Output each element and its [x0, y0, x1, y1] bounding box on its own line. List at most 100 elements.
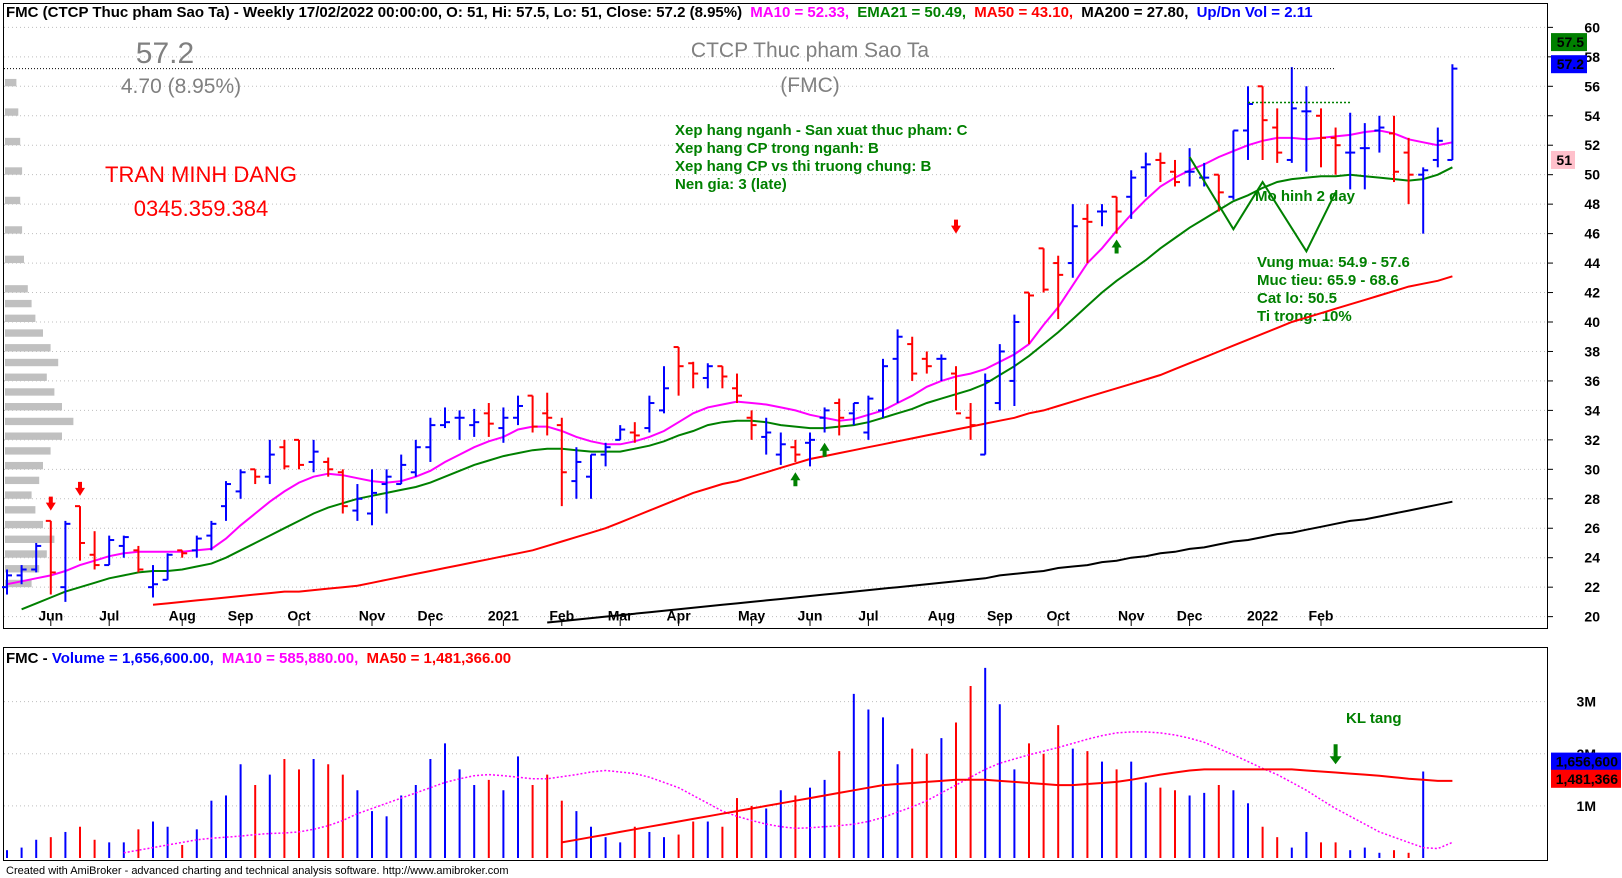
ohlc-bar-67 [980, 373, 991, 456]
ohlc-bar-84 [1228, 129, 1239, 200]
badge-vol-ma50-label: 1,481,366 [1556, 771, 1618, 787]
ranking-line-2: Xep hang CP trong nganh: B [675, 140, 879, 157]
profile-bin-8 [5, 461, 43, 470]
ohlc-bar-36 [527, 394, 538, 433]
vol-tick-3M: 3M [1577, 694, 1596, 710]
profile-bin-25 [5, 137, 21, 146]
y-tick-26: 26 [1584, 520, 1600, 536]
price-gridlines [4, 26, 1547, 626]
profile-bin-13 [5, 388, 55, 396]
ohlc-bar-50 [732, 373, 742, 404]
ohlc-bar-70 [1024, 291, 1034, 345]
badge-vol-current-label: 1,656,600 [1556, 754, 1618, 770]
ohlc-bar-40 [586, 453, 596, 499]
ranking-line-3: Xep hang CP vs thi truong chung: B [675, 158, 932, 175]
y-tick-40: 40 [1584, 314, 1600, 330]
ohlc-bar-22 [323, 457, 334, 477]
ohlc-bar-9 [133, 545, 144, 573]
ohlc-bar-11 [162, 553, 173, 581]
time-axis: Jun Jul Aug Sep Oct Nov Dec 2021 Feb Mar Apr May Jun… [38, 607, 1333, 623]
month-label-11: May [738, 607, 765, 623]
badge-vol-current-bg [1551, 752, 1621, 771]
volume-gridlines [4, 701, 1547, 807]
vol-tick-1M: 1M [1577, 798, 1596, 814]
ohlc-bar-79 [1155, 152, 1166, 183]
ohlc-bar-58 [848, 402, 859, 426]
ohlc-bar-57 [834, 398, 845, 436]
ohlc-bar-19 [279, 439, 290, 470]
header-ma50: MA50 = 43.10, [974, 4, 1073, 21]
ohlc-bar-95 [1389, 115, 1399, 183]
ohlc-bar-51 [746, 410, 757, 440]
footer-credit: Created with AmiBroker - advanced charti… [6, 865, 509, 877]
ohlc-bar-27 [396, 454, 407, 486]
ohlc-bar-8 [118, 535, 129, 558]
volume-bars [6, 667, 1425, 858]
ma10-line [6, 129, 1453, 586]
y-tick-34: 34 [1584, 402, 1600, 418]
ohlc-bar-96 [1403, 137, 1414, 205]
sell-arrow-2 [75, 481, 85, 496]
month-label-9: Mar [608, 607, 633, 623]
y-tick-54: 54 [1584, 108, 1600, 124]
ohlc-bar-4 [60, 520, 71, 602]
ohlc-bar-56 [819, 407, 830, 433]
header-updn: Up/Dn Vol = 2.11 [1197, 4, 1313, 21]
price-header-ohlc: FMC (CTCP Thuc pham Sao Ta) - Weekly 17/… [6, 4, 742, 21]
ema21-line [21, 166, 1453, 611]
profile-bin-23 [5, 196, 21, 205]
ohlc-bar-20 [294, 438, 304, 470]
profile-bin-6 [5, 491, 32, 499]
ohlc-bar-98 [1432, 127, 1443, 168]
ohlc-bar-23 [337, 469, 348, 514]
ohlc-bar-41 [600, 442, 611, 467]
y-tick-22: 22 [1584, 579, 1600, 595]
ticker-label: (FMC) [780, 74, 839, 97]
price-panel-frame [3, 3, 1548, 629]
profile-bin-27 [5, 78, 17, 87]
ohlc-bar-92 [1345, 112, 1356, 190]
ohlc-bar-88 [1286, 67, 1297, 163]
month-label-16: Oct [1047, 607, 1071, 623]
volume-header: FMC - Volume = 1,656,600.00, MA10 = 585,… [6, 650, 511, 667]
header-ema21: EMA21 = 50.49, [857, 4, 966, 21]
ohlc-bar-97 [1418, 167, 1429, 234]
badge-price-open-label: 51 [1556, 152, 1572, 168]
y-tick-60: 60 [1584, 19, 1600, 35]
month-label-13: Jul [858, 607, 878, 623]
author-name: TRAN MINH DANG [105, 162, 297, 187]
ohlc-bar-6 [89, 531, 100, 570]
month-label-18: Dec [1177, 607, 1203, 623]
ohlc-bar-29 [425, 417, 436, 462]
month-label-2: Aug [169, 607, 196, 623]
ohlc-bar-5 [75, 505, 85, 561]
badge-vol-current: 1,656,600 [1551, 752, 1621, 771]
y-tick-42: 42 [1584, 285, 1600, 301]
buy-arrow-3 [1111, 239, 1122, 254]
ohlc-bar-49 [717, 365, 728, 389]
ohlc-bar-30 [440, 407, 450, 429]
ohlc-bar-35 [513, 395, 523, 426]
sell-arrow-1 [45, 496, 56, 511]
volume-arrow [1329, 744, 1342, 765]
ohlc-bar-32 [469, 408, 480, 437]
ohlc-bar-47 [688, 361, 699, 389]
ohlc-bar-94 [1374, 115, 1385, 153]
volume-panel-frame [3, 647, 1548, 861]
ohlc-bar-74 [1082, 204, 1093, 264]
badge-price-close-bg [1551, 55, 1587, 74]
buy-arrow-2 [819, 442, 830, 457]
ohlc-bar-60 [878, 358, 888, 418]
profile-bin-11 [5, 417, 74, 426]
plan-line-4: Ti trong: 10% [1257, 308, 1352, 325]
profile-bin-3 [5, 535, 55, 543]
ohlc-bar-48 [702, 363, 713, 389]
ohlc-bar-42 [615, 425, 626, 441]
y-tick-56: 56 [1584, 78, 1600, 94]
month-label-3: Sep [228, 607, 254, 623]
ma200-line [547, 500, 1453, 624]
double-bottom-pattern [1188, 156, 1337, 254]
ohlc-bar-73 [1067, 204, 1078, 278]
ohlc-bar-53 [775, 432, 786, 465]
